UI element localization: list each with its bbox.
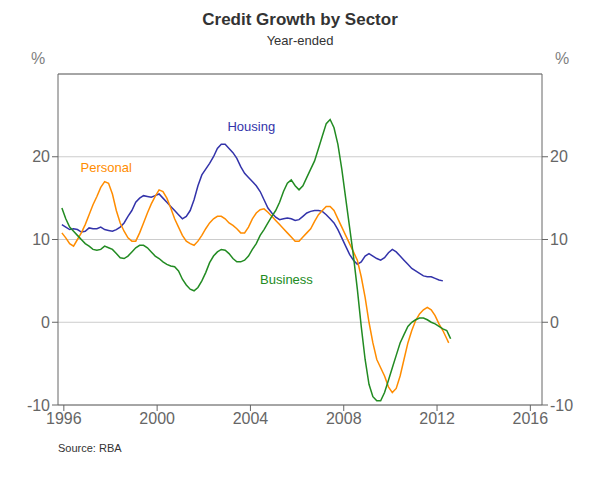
svg-text:Personal: Personal — [80, 160, 131, 175]
html-text:Source: RBA: Source: RBA — [58, 442, 122, 454]
svg-text:10: 10 — [550, 231, 568, 248]
svg-text:Housing: Housing — [227, 119, 275, 134]
html-text:Year-ended: Year-ended — [266, 33, 334, 48]
svg-text:2000: 2000 — [139, 410, 175, 427]
svg-text:-10: -10 — [27, 397, 50, 414]
svg-text:0: 0 — [41, 314, 50, 331]
svg-text:%: % — [31, 50, 45, 67]
svg-text:20: 20 — [550, 148, 568, 165]
svg-text:2016: 2016 — [513, 410, 549, 427]
html-text:Credit Growth by Sector: Credit Growth by Sector — [202, 10, 398, 29]
svg-text:20: 20 — [32, 148, 50, 165]
svg-text:2012: 2012 — [419, 410, 455, 427]
svg-text:%: % — [555, 50, 569, 67]
svg-text:Business: Business — [260, 272, 313, 287]
svg-text:0: 0 — [550, 314, 559, 331]
svg-text:-10: -10 — [550, 397, 573, 414]
svg-text:10: 10 — [32, 231, 50, 248]
svg-text:2004: 2004 — [233, 410, 269, 427]
svg-text:2008: 2008 — [326, 410, 362, 427]
svg-text:1996: 1996 — [46, 410, 82, 427]
